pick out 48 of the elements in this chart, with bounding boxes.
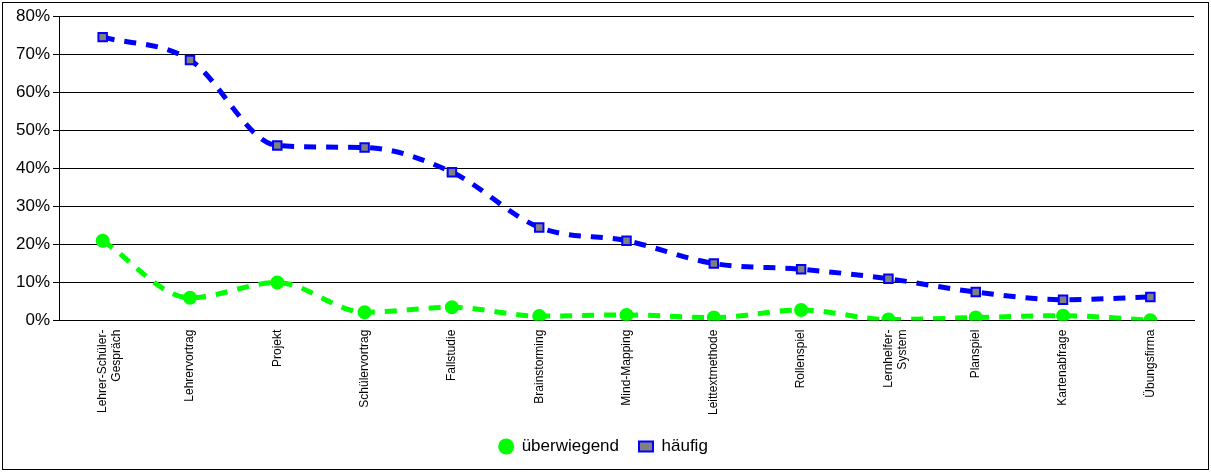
y-tick-label: 80% [15,5,51,25]
y-tick-label: 70% [15,43,51,63]
point [357,305,372,320]
x-tick-label: Rollenspiel [793,329,808,389]
point [97,31,108,43]
point [968,310,983,321]
point [446,166,458,178]
x-tick-label: Lernhelfer- System [880,329,910,388]
point [533,222,545,233]
point [1056,308,1071,321]
point [532,309,547,321]
x-tick-label: Leittextmethode [706,329,721,415]
point [1057,294,1069,305]
y-tick-label: 60% [15,81,51,101]
point [794,302,809,317]
x-tick-label: Planspiel [968,329,983,379]
y-tick-label: 30% [15,196,51,216]
x-tick-label: Mind-Mapping [618,329,633,406]
point [272,140,283,151]
x-tick-label: Lehrervortrag [182,329,197,402]
point [621,235,632,246]
x-tick-label: Fallstudie [444,329,459,381]
y-tick-label: 50% [15,120,51,140]
legend-label: überwiegend [521,436,620,456]
point [270,275,285,290]
point [795,264,807,275]
x-tick-label: Kartenabfrage [1055,329,1070,406]
point [970,286,981,298]
x-tick-label: Lehrer-Schüler- Gespräch [94,329,124,413]
point [883,273,894,284]
point [184,54,196,66]
point [182,290,197,305]
point [619,307,634,321]
x-tick-label: Übungsfirma [1142,329,1157,398]
point [706,310,721,321]
point [1145,291,1156,303]
x-tick-label: Brainstorming [531,329,546,404]
point [95,233,110,248]
point [708,258,720,269]
y-tick-label: 40% [15,158,51,178]
point [359,142,370,153]
legend-label: häufig [661,436,708,456]
point [444,300,459,315]
y-tick-label: 10% [15,272,51,292]
y-tick-label: 0% [25,310,51,330]
y-tick-label: 20% [15,234,51,254]
x-tick-label: Projekt [269,328,284,367]
x-tick-label: Schülervortrag [356,329,371,408]
